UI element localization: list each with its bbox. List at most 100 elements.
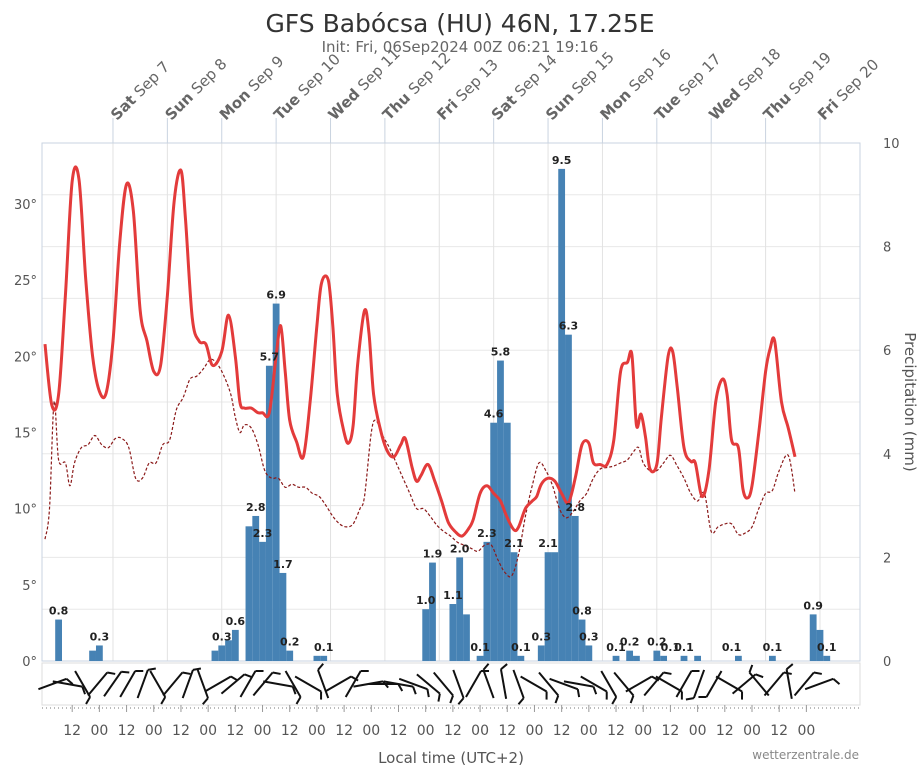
day-label-date: Sep 17: [672, 50, 725, 103]
wind-arrow: [38, 677, 74, 691]
gridlines: [42, 118, 860, 662]
right-tick-label: 0: [883, 655, 891, 670]
precip-bar: [497, 360, 504, 661]
precip-value-label: 0.1: [674, 641, 694, 654]
wind-barb: [107, 671, 116, 675]
precip-value-label: 0.2: [620, 636, 640, 649]
wind-arrow: [675, 670, 700, 698]
wind-shaft: [512, 669, 525, 699]
wind-barb: [517, 697, 525, 705]
wind-shaft: [804, 677, 834, 691]
precip-bar: [734, 655, 742, 661]
wind-barb: [480, 670, 490, 673]
precip-bar: [313, 655, 321, 661]
wind-arrow: [698, 670, 723, 698]
x-tick-label: 12: [498, 723, 516, 739]
wind-arrow: [263, 680, 297, 695]
precip-value-label: 0.3: [579, 630, 599, 643]
wind-barb: [685, 697, 695, 701]
wind-arrow: [512, 669, 525, 705]
wind-shaft: [324, 675, 352, 693]
day-label-date: Sep 10: [291, 50, 344, 103]
precip-bar: [225, 640, 232, 661]
wind-arrow: [103, 670, 130, 697]
wind-barb: [147, 667, 156, 671]
left-tick-label: 10°: [14, 503, 37, 518]
wind-arrow: [162, 671, 191, 697]
temperature-line: [43, 165, 797, 538]
wind-shaft: [465, 670, 482, 698]
x-tick-label: 12: [172, 723, 190, 739]
wind-barb: [397, 683, 404, 692]
precip-bar: [660, 655, 668, 661]
wind-barb: [500, 663, 508, 670]
wind-barb: [576, 688, 581, 698]
x-tick-label: 00: [308, 723, 326, 739]
wind-arrows: [38, 663, 841, 705]
wind-shaft: [705, 670, 723, 698]
wind-arrow: [252, 671, 281, 697]
x-tick-label: 12: [281, 723, 299, 739]
precip-value-label: 2.1: [504, 537, 524, 550]
precip-bar: [272, 303, 280, 661]
wind-arrow: [87, 671, 116, 697]
precip-bar: [768, 655, 776, 661]
wind-shaft: [625, 675, 653, 693]
wind-barb: [629, 695, 635, 704]
wind-arrow: [793, 671, 822, 697]
wind-arrow: [344, 670, 369, 698]
wind-shaft: [136, 669, 149, 699]
wind-shaft: [731, 673, 757, 695]
precip-bar: [89, 650, 96, 661]
x-tick-label: 12: [63, 723, 81, 739]
wind-barb: [135, 670, 144, 673]
wind-shaft: [538, 671, 560, 697]
wind-arrow: [499, 663, 508, 699]
x-tick-label: 12: [607, 723, 625, 739]
left-tick-label: 15°: [14, 426, 37, 441]
wind-shaft: [38, 677, 67, 691]
x-tick-label: 12: [770, 723, 788, 739]
x-tick-label: 00: [743, 723, 761, 739]
wind-barb: [295, 696, 302, 705]
x-axis-ticks: 12 00 12 00 12 00 12 00 12 00 12 00 12 00 12 00 12 00 12 00…: [63, 705, 815, 739]
x-tick-label: 00: [526, 723, 544, 739]
right-tick-label: 6: [883, 344, 891, 359]
x-tick-label: 00: [580, 723, 598, 739]
wind-barb: [691, 670, 700, 673]
wind-arrow: [398, 677, 430, 698]
x-tick-label: 12: [716, 723, 734, 739]
precipitation-labels: 0.80.3 0.30.62.82.35.76.91.70.2 0.11.01.91…: [49, 154, 837, 654]
precip-bar: [218, 645, 226, 661]
wind-barb: [545, 691, 548, 700]
precip-value-label: 9.5: [552, 154, 572, 167]
wind-shaft: [763, 671, 785, 697]
wind-barb: [255, 670, 264, 673]
wind-arrow: [731, 673, 764, 695]
precip-value-label: 0.3: [90, 630, 110, 643]
precip-bar: [544, 552, 552, 661]
wind-barb: [611, 696, 618, 705]
wind-arrow: [804, 677, 841, 691]
wind-arrow: [136, 667, 156, 699]
wind-shaft: [499, 669, 508, 699]
x-tick-label: 00: [634, 723, 652, 739]
wind-shaft: [452, 669, 465, 699]
x-tick-label: 12: [118, 723, 136, 739]
precip-bar: [823, 655, 831, 661]
x-tick-label: 00: [90, 723, 108, 739]
precip-bar: [626, 650, 634, 661]
wind-arrow: [416, 673, 441, 702]
precip-bar: [680, 655, 688, 661]
left-tick-label: 30°: [14, 198, 37, 213]
wind-barb: [360, 670, 369, 673]
precip-value-label: 0.1: [817, 641, 837, 654]
wind-barb: [449, 695, 454, 704]
x-tick-label: 00: [417, 723, 435, 739]
wind-barb: [320, 691, 323, 700]
chart-title: GFS Babócsa (HU) 46N, 17.25E: [265, 9, 654, 38]
wind-arrow: [613, 671, 635, 704]
precip-bar: [456, 557, 464, 661]
